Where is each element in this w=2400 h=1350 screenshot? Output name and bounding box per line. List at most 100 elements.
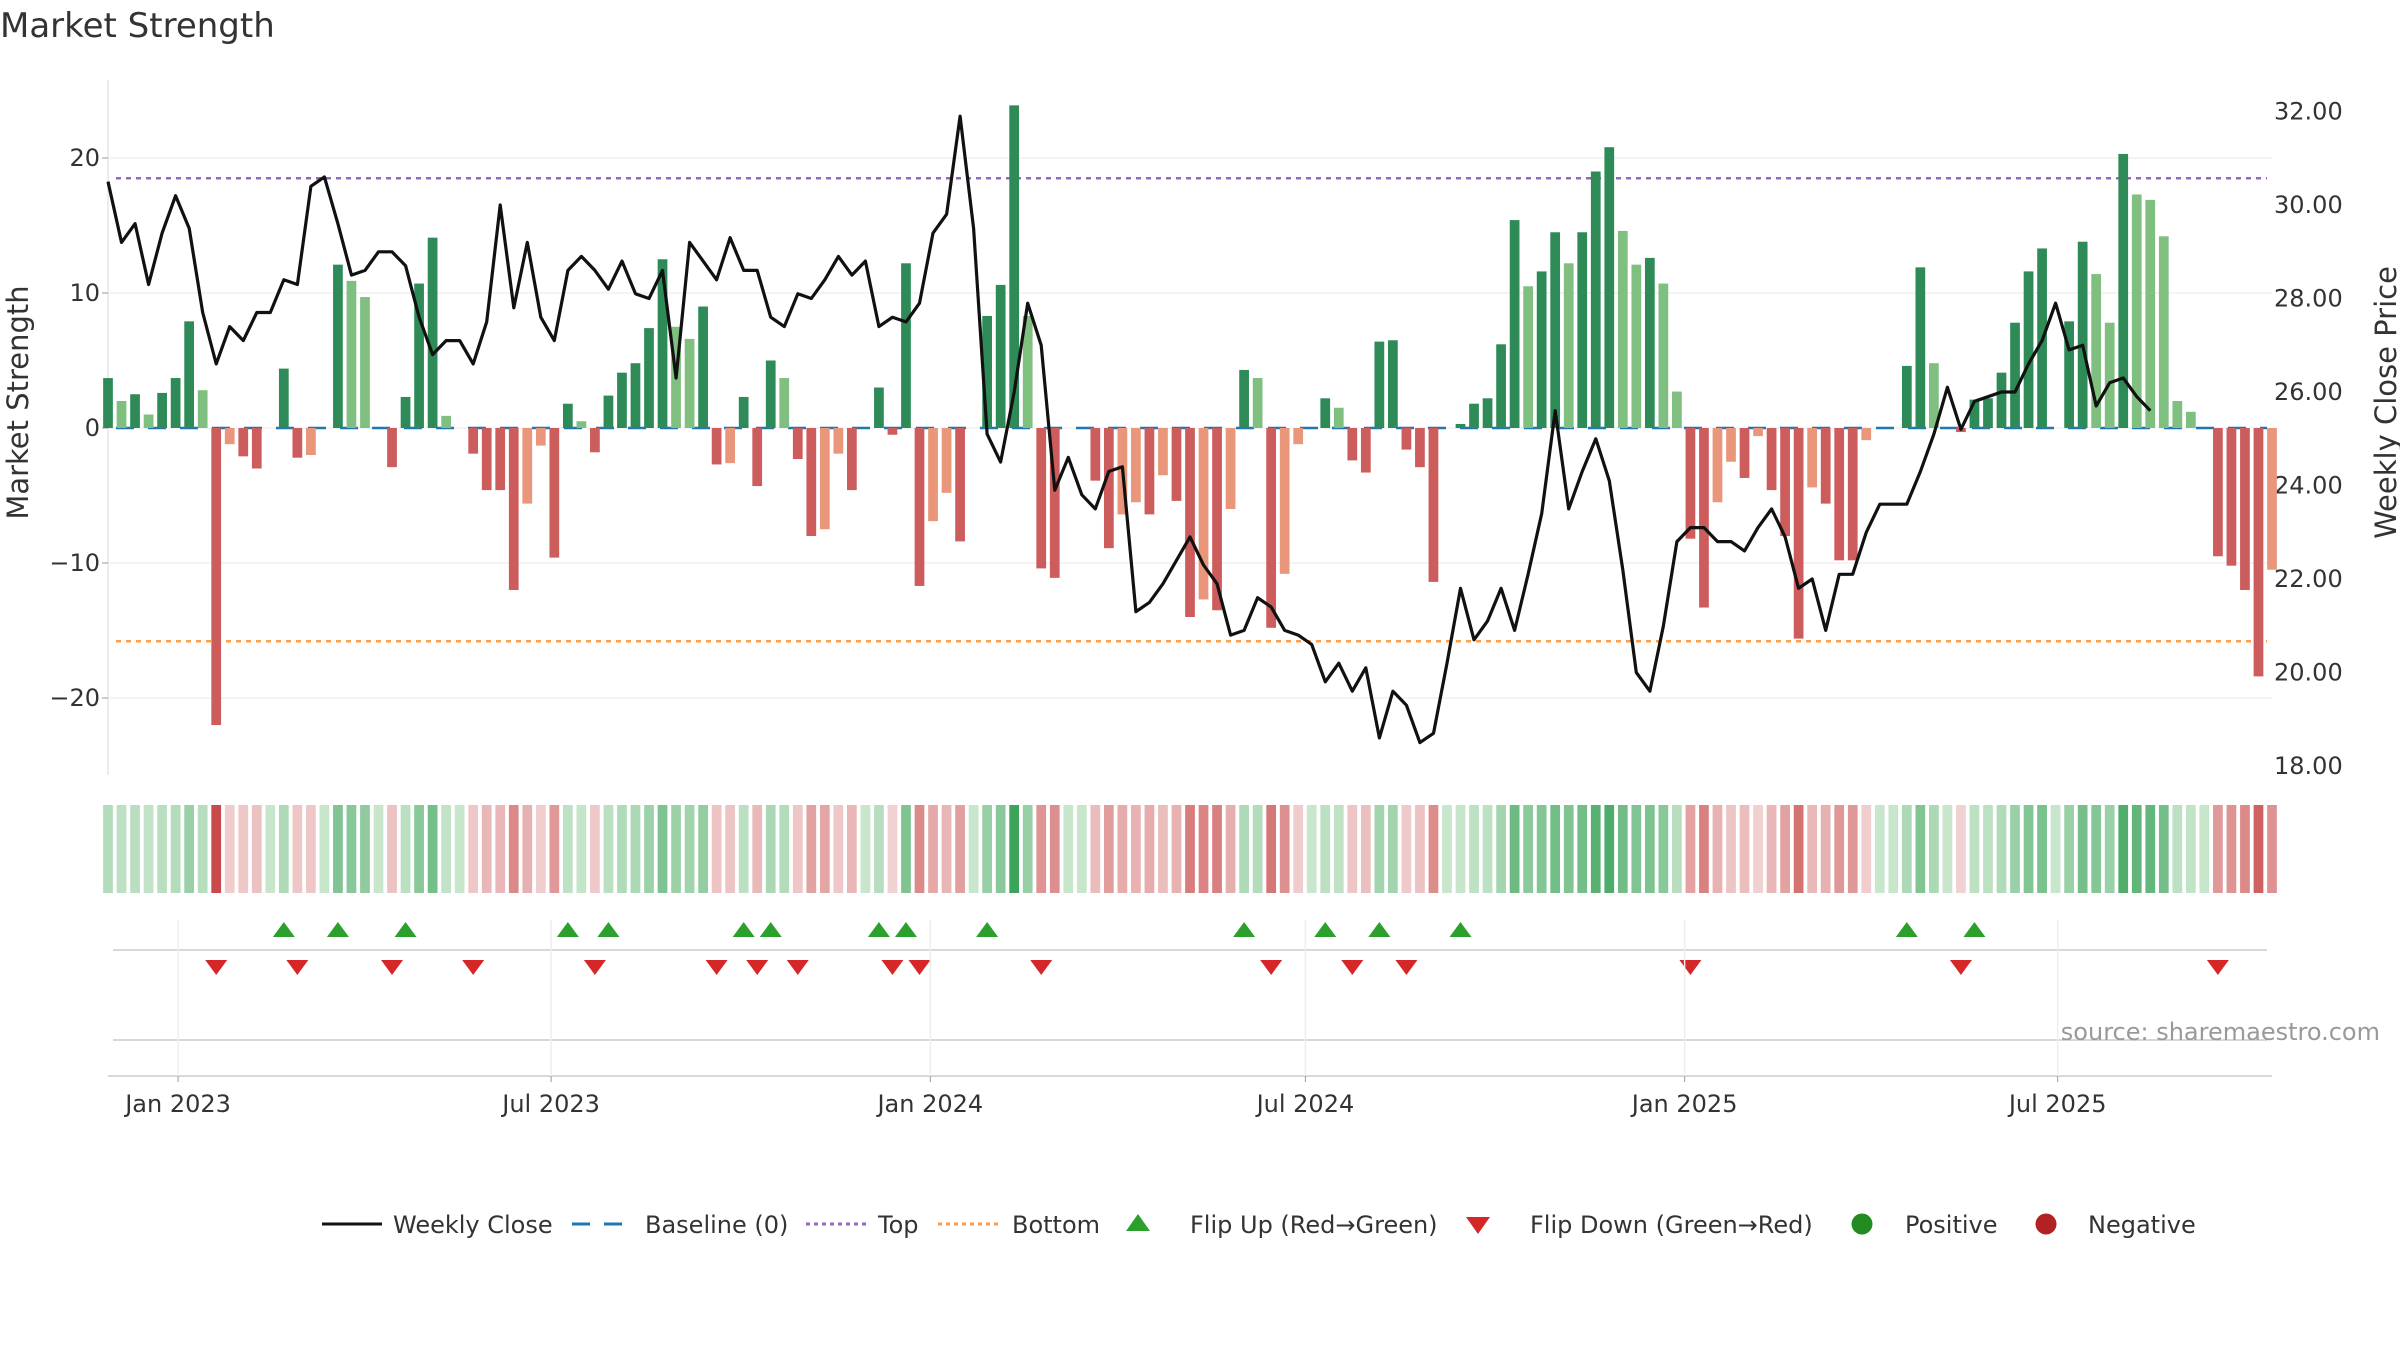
strength-bar	[1455, 423, 1466, 428]
strength-bar	[1644, 257, 1655, 428]
heat-cell	[752, 805, 763, 893]
strength-bar	[684, 338, 695, 428]
strength-bar	[2267, 428, 2277, 570]
strength-bar	[387, 428, 397, 468]
strength-bar	[1509, 220, 1520, 428]
y-axis-title: Market Strength	[1, 285, 35, 519]
heat-cell	[238, 805, 249, 893]
heat-cell	[1320, 805, 1331, 893]
heat-cell	[1388, 805, 1398, 893]
negative-circle-icon	[2035, 1213, 2057, 1235]
flip-down-marker	[1679, 960, 1702, 975]
heat-cell	[1198, 805, 1209, 893]
heat-cell	[170, 805, 181, 893]
strength-bar	[955, 428, 965, 542]
heat-cell	[1415, 805, 1425, 893]
source-label: source: sharemaestro.com	[2061, 1018, 2380, 1046]
strength-bar	[1807, 428, 1818, 488]
strength-bar	[495, 428, 506, 491]
heat-cell	[684, 805, 695, 893]
legend-label: Top	[877, 1211, 919, 1239]
flip-up-marker	[867, 922, 890, 937]
weekly-close-series	[106, 114, 2152, 745]
heat-cell	[562, 805, 573, 893]
heat-cell	[2253, 805, 2264, 893]
legend: Weekly Close Baseline (0) Top Bottom Flip Up…	[322, 1211, 2196, 1239]
heat-cell	[1090, 805, 1101, 893]
heat-cell	[630, 805, 641, 893]
heat-cell	[1942, 805, 1953, 893]
strength-bar	[1022, 315, 1033, 428]
heat-cell	[468, 805, 479, 893]
flip-up-marker	[1314, 922, 1337, 937]
flip-down-marker	[2206, 960, 2229, 975]
strength-bar	[1388, 340, 1398, 428]
strength-bar	[2240, 428, 2250, 590]
heat-cell	[1469, 805, 1479, 893]
heat-cell	[1523, 805, 1533, 893]
heat-cell	[508, 805, 519, 893]
triangle-down-icon	[1466, 1217, 1490, 1234]
strength-bar	[1090, 428, 1101, 481]
strength-bar	[765, 360, 776, 428]
strength-bar	[752, 428, 763, 487]
heat-cell	[1536, 805, 1547, 893]
x-tick-label: Jul 2023	[500, 1090, 600, 1118]
legend-label: Flip Down (Green→Red)	[1530, 1211, 1813, 1239]
heat-cell	[414, 805, 424, 893]
flip-up-marker	[759, 922, 782, 937]
flip-up-marker	[894, 922, 917, 937]
heat-cell	[1306, 805, 1317, 893]
strength-bar	[1415, 428, 1425, 468]
heat-cell	[671, 805, 681, 893]
heat-cell	[995, 805, 1006, 893]
flip-down-marker	[1030, 960, 1053, 975]
legend-item-negative: Negative	[2035, 1211, 2196, 1239]
strength-bar	[333, 264, 343, 428]
strength-bar	[1590, 171, 1601, 428]
heat-cell	[319, 805, 330, 893]
strength-bar	[1577, 232, 1588, 428]
strength-bar	[819, 428, 830, 530]
flip-down-marker	[881, 960, 904, 975]
heat-cell	[711, 805, 722, 893]
strength-bar	[508, 428, 519, 590]
heat-cell	[1915, 805, 1926, 893]
strength-bar	[481, 428, 492, 491]
legend-item-positive: Positive	[1851, 1211, 1998, 1239]
heat-cell	[1834, 805, 1845, 893]
y-tick-label: 10	[69, 279, 100, 307]
weekly-close-line	[106, 114, 2152, 745]
strength-bar	[1144, 428, 1155, 515]
legend-item-flip_down: Flip Down (Green→Red)	[1466, 1211, 1813, 1239]
heat-cell	[1374, 805, 1385, 893]
heat-cell	[2104, 805, 2115, 893]
heat-cell	[1888, 805, 1899, 893]
strength-bar	[2213, 428, 2223, 557]
legend-item-bottom: Bottom	[938, 1211, 1100, 1239]
heat-cell	[901, 805, 911, 893]
heat-cell	[1672, 805, 1682, 893]
strength-bar	[1969, 399, 1980, 428]
flip-down-marker	[583, 960, 606, 975]
strength-bar	[914, 428, 925, 586]
strength-heat-strip	[103, 805, 2277, 893]
strength-bar	[2104, 322, 2115, 428]
flip-up-marker	[272, 922, 295, 937]
strength-bar	[1563, 263, 1574, 428]
heat-cell	[914, 805, 925, 893]
strength-bar	[1658, 283, 1669, 428]
heat-cell	[278, 805, 289, 893]
strength-bar	[1901, 365, 1912, 428]
heat-cell	[360, 805, 370, 893]
heat-cell	[2010, 805, 2020, 893]
strength-bar	[306, 428, 316, 455]
legend-item-baseline: Baseline (0)	[572, 1211, 788, 1239]
heat-cell	[603, 805, 614, 893]
strength-bar	[874, 387, 884, 428]
heat-cell	[1617, 805, 1628, 893]
strength-bar	[2185, 411, 2196, 428]
strength-bar	[562, 403, 573, 428]
heat-cell	[495, 805, 506, 893]
strength-bar	[901, 263, 911, 428]
